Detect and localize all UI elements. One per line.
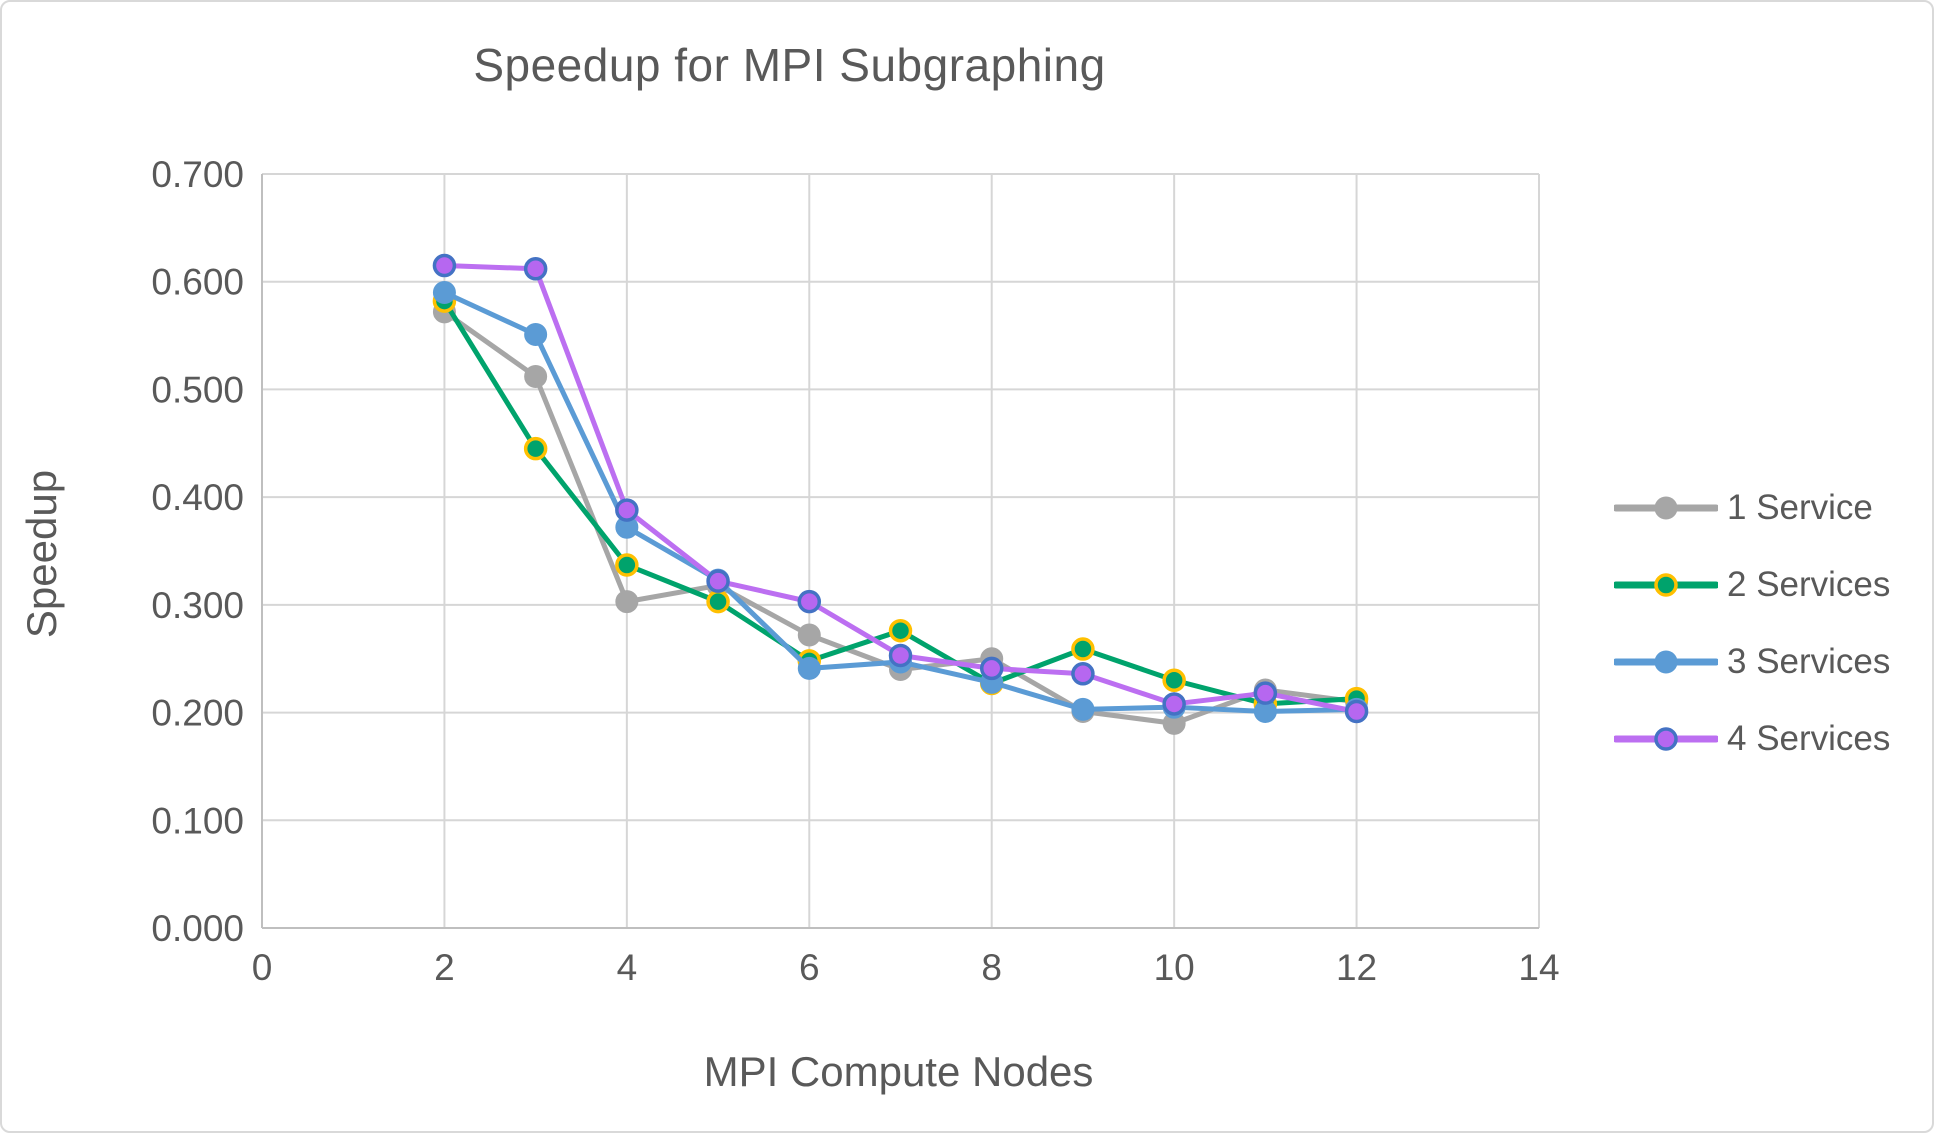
data-point-marker bbox=[432, 253, 457, 278]
data-point-marker bbox=[888, 643, 913, 668]
y-tick-label: 0.500 bbox=[151, 369, 244, 410]
data-point-marker bbox=[523, 436, 548, 461]
x-tick-label: 0 bbox=[252, 947, 273, 988]
legend-item: 1 Service bbox=[1614, 488, 1890, 528]
y-tick-label: 0.700 bbox=[151, 154, 244, 195]
data-point-marker bbox=[615, 590, 639, 614]
y-tick-label: 0.300 bbox=[151, 585, 244, 626]
data-point-marker bbox=[1253, 681, 1278, 705]
data-point-marker bbox=[888, 618, 913, 643]
data-point-marker bbox=[797, 589, 822, 614]
data-point-marker bbox=[1071, 662, 1095, 686]
y-tick-label: 0.400 bbox=[151, 477, 244, 518]
data-point-marker bbox=[797, 656, 821, 680]
data-point-marker bbox=[523, 257, 548, 281]
x-tick-label: 10 bbox=[1154, 947, 1195, 988]
series-line bbox=[441, 298, 1360, 707]
legend-marker-icon bbox=[1614, 727, 1718, 751]
x-tick-label: 6 bbox=[799, 947, 820, 988]
x-tick-label: 14 bbox=[1518, 947, 1559, 988]
data-point-marker bbox=[1071, 637, 1095, 661]
data-point-marker bbox=[524, 365, 548, 389]
data-point-marker bbox=[1071, 697, 1095, 721]
data-point-marker bbox=[1162, 692, 1186, 716]
x-tick-label: 8 bbox=[981, 947, 1002, 988]
y-tick-label: 0.600 bbox=[151, 262, 244, 303]
y-tick-label: 0.200 bbox=[151, 693, 244, 734]
legend-item: 2 Services bbox=[1614, 565, 1890, 605]
data-point-marker bbox=[1344, 699, 1369, 724]
y-axis-title: Speedup bbox=[18, 469, 65, 639]
legend-label: 3 Services bbox=[1727, 642, 1891, 681]
legend-item: 4 Services bbox=[1614, 719, 1890, 759]
data-point-marker bbox=[432, 280, 456, 304]
data-point-marker bbox=[797, 623, 821, 647]
data-point-marker bbox=[706, 589, 730, 614]
x-tick-label: 4 bbox=[617, 947, 638, 988]
x-tick-label: 2 bbox=[434, 947, 455, 988]
y-tick-label: 0.100 bbox=[151, 800, 244, 841]
data-point-marker bbox=[706, 569, 730, 593]
legend-label: 2 Services bbox=[1727, 565, 1891, 604]
legend-label: 4 Services bbox=[1727, 719, 1891, 758]
legend: 1 Service 2 Services 3 Services 4 Services bbox=[1614, 488, 1890, 796]
data-point-marker bbox=[1162, 668, 1186, 693]
x-axis-title: MPI Compute Nodes bbox=[703, 1048, 1094, 1095]
chart-title: Speedup for MPI Subgraphing bbox=[473, 39, 1106, 91]
data-point-marker bbox=[615, 498, 639, 522]
legend-item: 3 Services bbox=[1614, 642, 1890, 682]
legend-marker-icon bbox=[1614, 573, 1718, 597]
x-tick-label: 12 bbox=[1336, 947, 1377, 988]
legend-marker-icon bbox=[1614, 496, 1718, 520]
data-point-marker bbox=[615, 553, 639, 577]
legend-marker-icon bbox=[1614, 650, 1718, 674]
data-point-marker bbox=[524, 322, 548, 346]
y-tick-label: 0.000 bbox=[151, 908, 244, 949]
legend-label: 1 Service bbox=[1727, 488, 1873, 527]
data-point-marker bbox=[979, 656, 1004, 681]
